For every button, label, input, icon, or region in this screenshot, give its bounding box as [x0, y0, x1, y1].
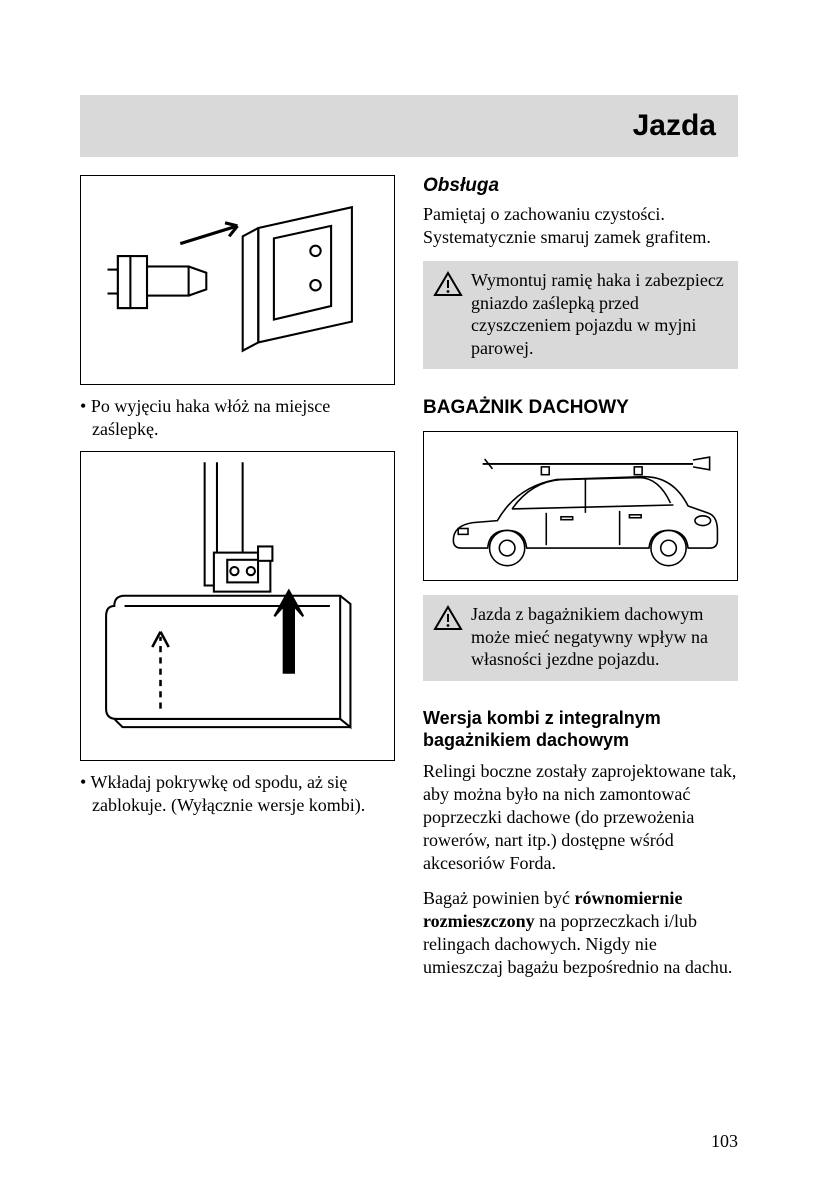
kombi-paragraph-1: Relingi boczne zostały zaprojektowane ta… — [423, 760, 738, 875]
kombi-p2-a: Bagaż powinien być — [423, 888, 574, 908]
header-bar: Jazda — [80, 95, 738, 157]
bagaznik-heading: BAGAŻNIK DACHOWY — [423, 397, 738, 419]
page: Jazda — [0, 0, 818, 1200]
bullet-text-1: Po wyjęciu haka włóż na miejsce zaślepkę… — [80, 395, 395, 441]
diagram-hook-cap — [80, 175, 395, 385]
obsluga-text: Pamiętaj o zachowaniu czystości. Systema… — [423, 203, 738, 249]
warning-box-1: Wymontuj ramię haka i zabezpiecz gniazdo… — [423, 261, 738, 369]
diagram-cover-insert — [80, 451, 395, 761]
page-title: Jazda — [633, 109, 716, 143]
bullet-text-2: Wkładaj pokrywkę od spodu, aż się zablok… — [80, 771, 395, 817]
page-number: 103 — [711, 1131, 738, 1152]
diagram-car-roof-rack — [423, 431, 738, 581]
warning-text-1: Wymontuj ramię haka i zabezpiecz gniazdo… — [471, 269, 728, 359]
cover-insert-illustration — [81, 452, 394, 760]
warning-text-2: Jazda z bagażnikiem dachowym może mieć n… — [471, 603, 728, 671]
obsluga-heading: Obsługa — [423, 175, 738, 197]
warning-icon — [433, 605, 463, 631]
warning-icon — [433, 271, 463, 297]
warning-box-2: Jazda z bagażnikiem dachowym może mieć n… — [423, 595, 738, 681]
hook-cap-illustration — [81, 176, 394, 384]
kombi-paragraph-2: Bagaż powinien być równomiernie rozmiesz… — [423, 887, 738, 979]
kombi-heading: Wersja kombi z integralnym bagażnikiem d… — [423, 707, 738, 752]
left-column: Po wyjęciu haka włóż na miejsce zaślepkę… — [80, 175, 395, 991]
car-illustration — [424, 432, 737, 580]
content-columns: Po wyjęciu haka włóż na miejsce zaślepkę… — [80, 175, 738, 991]
right-column: Obsługa Pamiętaj o zachowaniu czystości.… — [423, 175, 738, 991]
